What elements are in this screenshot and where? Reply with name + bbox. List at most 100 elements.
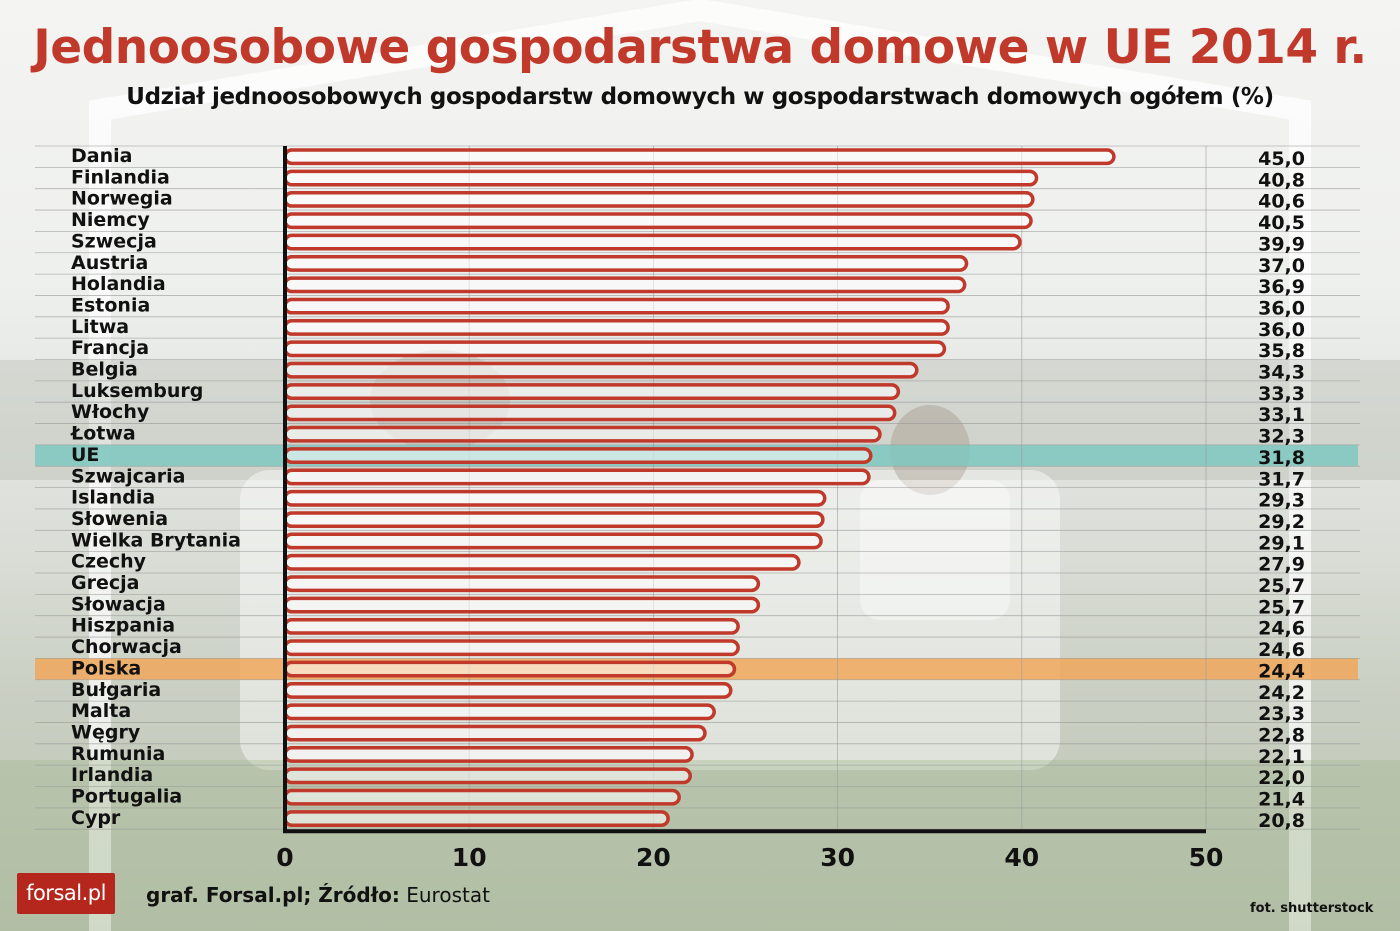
value-label: 36,0 bbox=[1258, 319, 1305, 341]
value-label: 39,9 bbox=[1258, 233, 1305, 255]
category-label: Wielka Brytania bbox=[71, 529, 241, 551]
bar-hiszpania bbox=[283, 617, 740, 635]
category-label: Słowenia bbox=[71, 508, 168, 530]
category-label: Czechy bbox=[71, 551, 147, 573]
value-label: 20,8 bbox=[1258, 810, 1305, 832]
value-label: 29,2 bbox=[1258, 511, 1305, 533]
value-label: 22,8 bbox=[1258, 724, 1305, 746]
bar-islandia bbox=[283, 489, 827, 507]
value-label: 40,8 bbox=[1258, 169, 1305, 191]
category-label: Słowacja bbox=[71, 593, 166, 615]
bar-dania bbox=[283, 148, 1116, 166]
category-label: Grecja bbox=[71, 572, 139, 594]
value-label: 45,0 bbox=[1258, 148, 1305, 170]
bar-chorwacja bbox=[283, 639, 740, 657]
value-label: 40,5 bbox=[1258, 212, 1305, 234]
bar-czechy bbox=[283, 553, 801, 571]
bar-niemcy bbox=[283, 212, 1033, 230]
bar-holandia bbox=[283, 276, 967, 294]
value-label: 35,8 bbox=[1258, 340, 1305, 362]
category-label: Bułgaria bbox=[71, 679, 161, 701]
category-label: Litwa bbox=[71, 316, 129, 338]
x-tick-label: 40 bbox=[1004, 843, 1039, 872]
bar-malta bbox=[283, 703, 716, 721]
value-label: 25,7 bbox=[1258, 575, 1305, 597]
category-label: Portugalia bbox=[71, 786, 182, 808]
photo-credit: fot. shutterstock bbox=[1250, 901, 1374, 916]
value-label: 22,1 bbox=[1258, 746, 1305, 768]
value-label: 24,4 bbox=[1258, 660, 1305, 682]
bar-szwecja bbox=[283, 233, 1022, 251]
bar-węgry bbox=[283, 724, 707, 742]
category-label: Niemcy bbox=[71, 209, 150, 231]
bar-litwa bbox=[283, 319, 950, 336]
category-label: Włochy bbox=[71, 401, 150, 423]
bar-portugalia bbox=[283, 788, 681, 806]
category-label: Francja bbox=[71, 337, 149, 359]
bar-grecja bbox=[283, 575, 761, 593]
category-label: Luksemburg bbox=[71, 380, 203, 402]
value-label: 40,6 bbox=[1258, 191, 1305, 213]
category-label: Holandia bbox=[71, 273, 166, 295]
bar-polska bbox=[283, 660, 737, 678]
value-label: 36,9 bbox=[1258, 276, 1305, 298]
category-label: Szwecja bbox=[71, 230, 157, 252]
bar-belgia bbox=[283, 361, 919, 379]
value-label: 24,2 bbox=[1258, 682, 1305, 704]
category-label: Węgry bbox=[71, 721, 141, 743]
category-label: UE bbox=[71, 444, 99, 466]
bar-francja bbox=[283, 340, 947, 358]
category-label: Belgia bbox=[71, 359, 138, 381]
category-label: Hiszpania bbox=[71, 615, 175, 637]
category-label: Łotwa bbox=[70, 423, 136, 445]
value-label: 25,7 bbox=[1258, 596, 1305, 618]
value-label: 34,3 bbox=[1258, 362, 1305, 384]
bar-słowacja bbox=[283, 596, 761, 614]
value-label: 22,0 bbox=[1258, 767, 1305, 789]
bar-słowenia bbox=[283, 511, 825, 529]
category-label: Norwegia bbox=[71, 188, 173, 210]
value-label: 33,3 bbox=[1258, 383, 1305, 405]
forsal-logo: forsal.pl bbox=[17, 873, 115, 914]
value-label: 29,3 bbox=[1258, 490, 1305, 512]
x-tick-label: 50 bbox=[1189, 843, 1224, 872]
bar-irlandia bbox=[283, 767, 692, 785]
x-tick-label: 10 bbox=[452, 843, 487, 872]
value-label: 24,6 bbox=[1258, 639, 1305, 661]
value-label: 29,1 bbox=[1258, 532, 1305, 554]
value-label: 24,6 bbox=[1258, 618, 1305, 640]
value-label: 31,8 bbox=[1258, 447, 1305, 469]
value-label: 27,9 bbox=[1258, 554, 1305, 576]
value-label: 36,0 bbox=[1258, 297, 1305, 319]
bar-finlandia bbox=[283, 169, 1039, 187]
value-label: 23,3 bbox=[1258, 703, 1305, 725]
x-tick-label: 30 bbox=[820, 843, 855, 872]
bar-norwegia bbox=[283, 190, 1035, 208]
value-label: 31,7 bbox=[1258, 468, 1305, 490]
value-label: 21,4 bbox=[1258, 789, 1305, 811]
category-label: Chorwacja bbox=[71, 636, 182, 658]
bar-austria bbox=[283, 255, 969, 272]
bar-szwajcaria bbox=[283, 468, 871, 486]
bar-bułgaria bbox=[283, 682, 733, 699]
x-tick-label: 20 bbox=[636, 843, 671, 872]
category-label: Cypr bbox=[71, 807, 121, 829]
bar-łotwa bbox=[283, 425, 882, 443]
category-label: Estonia bbox=[71, 294, 150, 316]
category-label: Rumunia bbox=[71, 743, 165, 765]
value-label: 32,3 bbox=[1258, 426, 1305, 448]
bar-włochy bbox=[283, 404, 897, 422]
category-label: Malta bbox=[71, 700, 131, 722]
category-label: Finlandia bbox=[71, 166, 170, 188]
category-label: Austria bbox=[71, 252, 148, 274]
chart-title: Jednoosobowe gospodarstwa domowe w UE 20… bbox=[33, 20, 1367, 75]
source-note: graf. Forsal.pl; Źródło: Eurostat bbox=[146, 883, 490, 907]
category-label: Szwajcaria bbox=[71, 465, 185, 487]
chart-subtitle: Udział jednoosobowych gospodarstw domowy… bbox=[126, 84, 1274, 110]
category-label: Dania bbox=[71, 145, 132, 167]
source-prefix: graf. Forsal.pl; Źródło: bbox=[146, 883, 400, 907]
x-tick-label: 0 bbox=[276, 843, 293, 872]
bar-estonia bbox=[283, 297, 950, 315]
bar-luksemburg bbox=[283, 383, 901, 400]
